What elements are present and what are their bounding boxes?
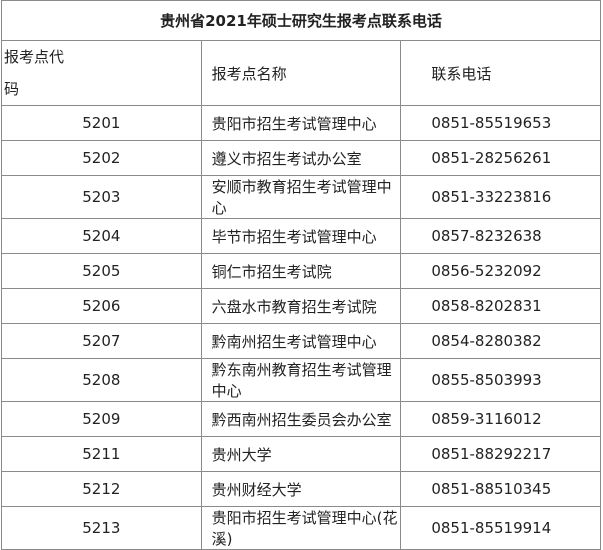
table-cell: 0856-5232092 (400, 253, 601, 289)
table-row: 5208 黔东南州教育招生考试管理中心 0855-8503993 (1, 358, 601, 402)
table-cell: 5213 (1, 506, 202, 550)
table-cell: 0851-88292217 (400, 436, 601, 472)
table-cell: 0851-28256261 (400, 140, 601, 176)
table-cell: 5202 (1, 140, 202, 176)
table-cell: 5203 (1, 175, 202, 219)
table-cell: 5207 (1, 323, 202, 359)
table-cell: 5205 (1, 253, 202, 289)
table-row: 5209 黔西南州招生委员会办公室 0859-3116012 (1, 401, 601, 437)
table-cell: 0855-8503993 (400, 358, 601, 402)
table-cell: 毕节市招生考试管理中心 (200, 218, 402, 254)
header-text: 报考点代码 (4, 48, 65, 98)
table-cell: 贵阳市招生考试管理中心(花溪) (200, 506, 402, 550)
table-cell: 0851-33223816 (400, 175, 601, 219)
table-row: 5203 安顺市教育招生考试管理中心 0851-33223816 (1, 175, 601, 219)
table-row: 5201 贵阳市招生考试管理中心 0851-85519653 (1, 105, 601, 141)
table-cell: 0858-8202831 (400, 288, 601, 324)
header-cell: 联系电话 (400, 40, 601, 106)
table-row: 5205 铜仁市招生考试院 0856-5232092 (1, 253, 601, 289)
header-row: 报考点代码 报考点名称 联系电话 (1, 40, 601, 106)
table-cell: 铜仁市招生考试院 (200, 253, 402, 289)
table-cell: 5208 (1, 358, 202, 402)
table-cell: 贵州财经大学 (200, 471, 402, 507)
table-cell: 黔西南州招生委员会办公室 (200, 401, 402, 437)
table-cell: 黔东南州教育招生考试管理中心 (200, 358, 402, 402)
table-cell: 贵阳市招生考试管理中心 (200, 105, 402, 141)
table-cell: 0854-8280382 (400, 323, 601, 359)
table-cell: 0851-85519653 (400, 105, 601, 141)
table-row: 5213 贵阳市招生考试管理中心(花溪) 0851-85519914 (1, 506, 601, 550)
table-cell: 5206 (1, 288, 202, 324)
table-cell: 0851-85519914 (400, 506, 601, 550)
table-cell: 0857-8232638 (400, 218, 601, 254)
table-title: 贵州省2021年硕士研究生报考点联系电话 (1, 0, 601, 41)
table-row: 5212 贵州财经大学 0851-88510345 (1, 471, 601, 507)
table-row: 5207 黔南州招生考试管理中心 0854-8280382 (1, 323, 601, 359)
table-cell: 黔南州招生考试管理中心 (200, 323, 402, 359)
table-cell: 0859-3116012 (400, 401, 601, 437)
table-cell: 5209 (1, 401, 202, 437)
table-row: 5211 贵州大学 0851-88292217 (1, 436, 601, 472)
table-cell: 5211 (1, 436, 202, 472)
table-row: 5206 六盘水市教育招生考试院 0858-8202831 (1, 288, 601, 324)
table-row: 5204 毕节市招生考试管理中心 0857-8232638 (1, 218, 601, 254)
table-cell: 六盘水市教育招生考试院 (200, 288, 402, 324)
table-cell: 5212 (1, 471, 202, 507)
table-cell: 0851-88510345 (400, 471, 601, 507)
header-cell: 报考点名称 (200, 40, 402, 106)
title-row: 贵州省2021年硕士研究生报考点联系电话 (1, 0, 601, 41)
table-row: 5202 遵义市招生考试办公室 0851-28256261 (1, 140, 601, 176)
table-cell: 遵义市招生考试办公室 (200, 140, 402, 176)
table-cell: 5204 (1, 218, 202, 254)
header-cell: 报考点代码 (1, 40, 202, 106)
table-cell: 5201 (1, 105, 202, 141)
table-cell: 贵州大学 (200, 436, 402, 472)
table-cell: 安顺市教育招生考试管理中心 (200, 175, 402, 219)
